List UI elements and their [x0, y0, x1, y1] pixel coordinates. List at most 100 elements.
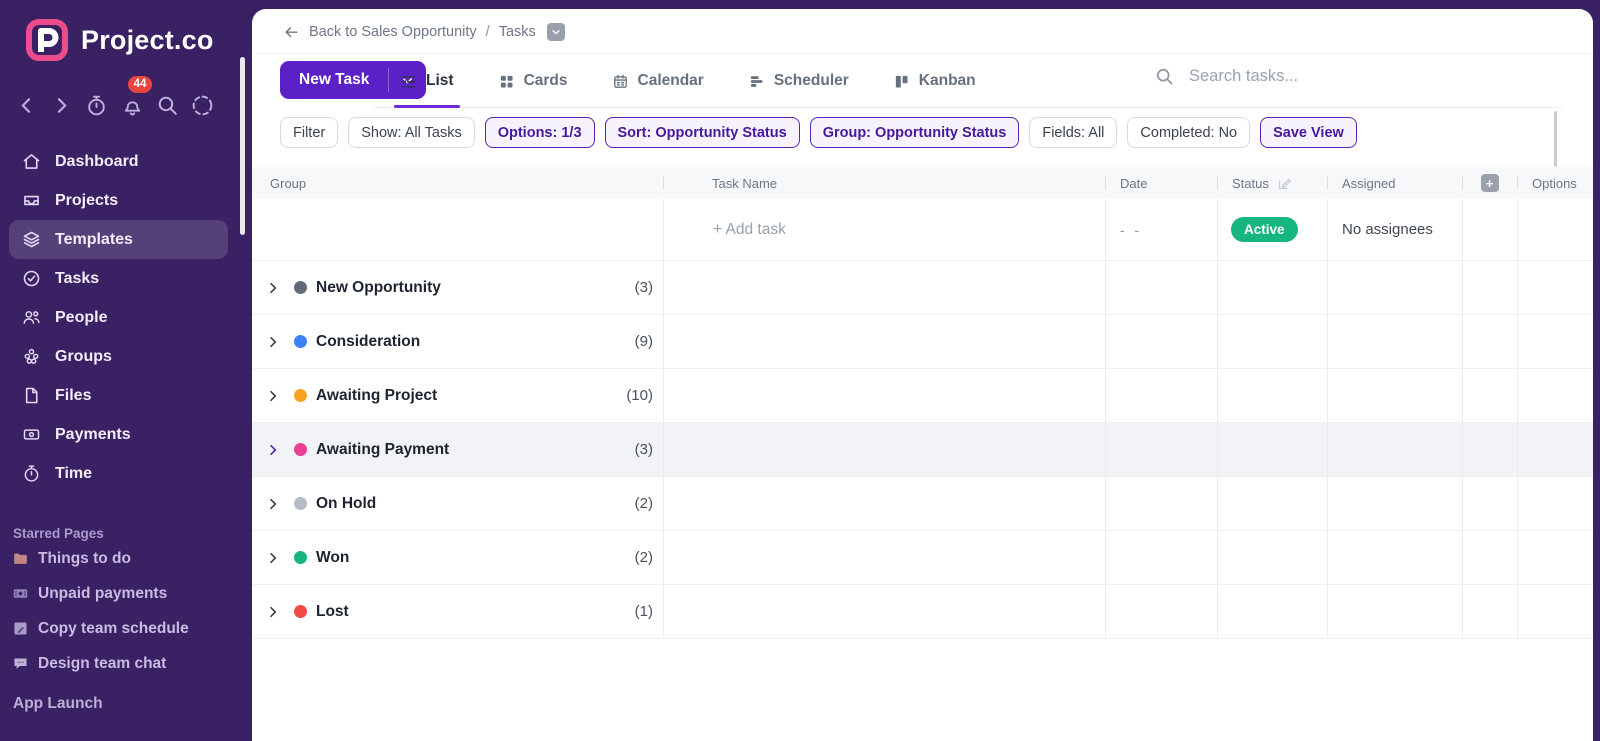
save-view-button[interactable]: Save View [1260, 117, 1357, 148]
group-row-lost[interactable]: Lost (1) [252, 585, 1593, 639]
status-header-label: Status [1232, 176, 1269, 191]
scan-icon[interactable] [190, 93, 215, 118]
vertical-scrollbar[interactable] [1554, 111, 1557, 167]
group-color-dot [294, 443, 307, 456]
expand-chevron-icon[interactable] [265, 334, 281, 350]
starred-item-design-team-chat[interactable]: Design team chat [12, 646, 237, 681]
group-row-new-opportunity[interactable]: New Opportunity (3) [252, 261, 1593, 315]
breadcrumb-back-link[interactable]: Back to Sales Opportunity [309, 24, 477, 40]
expand-chevron-icon[interactable] [265, 442, 281, 458]
layers-icon [21, 229, 42, 250]
column-header-group[interactable]: Group [252, 167, 663, 199]
date-cell [1105, 261, 1217, 315]
search-icon[interactable] [155, 93, 180, 118]
forward-icon[interactable] [49, 93, 74, 118]
expand-chevron-icon[interactable] [265, 550, 281, 566]
sidebar-item-time[interactable]: Time [9, 454, 228, 493]
assigned-cell [1327, 423, 1462, 477]
group-cell[interactable]: Awaiting Project (10) [252, 369, 663, 423]
cluster-icon [21, 346, 42, 367]
task-name-cell [663, 315, 1105, 369]
starred-pages-header: Starred Pages [13, 526, 237, 541]
sidebar-item-projects[interactable]: Projects [9, 181, 228, 220]
expand-chevron-icon[interactable] [265, 388, 281, 404]
tab-cards[interactable]: Cards [498, 54, 568, 108]
group-name: Awaiting Project [316, 387, 437, 405]
group-name: New Opportunity [316, 279, 441, 297]
breadcrumb: Back to Sales Opportunity / Tasks [252, 9, 1593, 54]
timer-icon[interactable] [84, 93, 109, 118]
tab-scheduler[interactable]: Scheduler [748, 54, 849, 108]
sidebar-item-dashboard[interactable]: Dashboard [9, 142, 228, 181]
breadcrumb-dropdown-button[interactable] [547, 23, 565, 41]
column-header-assigned[interactable]: Assigned [1327, 167, 1462, 199]
tab-kanban[interactable]: Kanban [893, 54, 976, 108]
status-cell[interactable]: Active [1217, 199, 1327, 261]
expand-chevron-icon[interactable] [265, 604, 281, 620]
show-chip[interactable]: Show: All Tasks [348, 117, 474, 148]
column-header-options[interactable]: Options [1517, 167, 1593, 199]
home-icon [21, 151, 42, 172]
starred-item-things-to-do[interactable]: Things to do [12, 541, 237, 576]
assigned-cell[interactable]: No assignees [1327, 199, 1462, 261]
group-cell[interactable]: Awaiting Payment (3) [252, 423, 663, 477]
search-input[interactable] [1189, 67, 1529, 86]
sidebar-menu: Dashboard Projects Templates Tasks Peopl… [0, 142, 237, 493]
filter-chip[interactable]: Filter [280, 117, 338, 148]
sidebar-scrollbar[interactable] [240, 57, 245, 235]
add-task-button[interactable]: + Add task [664, 221, 786, 239]
sidebar-item-files[interactable]: Files [9, 376, 228, 415]
group-row-on-hold[interactable]: On Hold (2) [252, 477, 1593, 531]
group-cell[interactable]: Consideration (9) [252, 315, 663, 369]
group-name: Lost [316, 603, 349, 621]
group-row-won[interactable]: Won (2) [252, 531, 1593, 585]
brand-logo-icon [24, 17, 70, 63]
column-header-status[interactable]: Status [1217, 167, 1327, 199]
group-cell[interactable]: Lost (1) [252, 585, 663, 639]
sidebar-item-tasks[interactable]: Tasks [9, 259, 228, 298]
search-tasks [1154, 66, 1562, 87]
tab-list[interactable]: List [400, 54, 454, 108]
tab-calendar[interactable]: Calendar [612, 54, 704, 108]
group-row-consideration[interactable]: Consideration (9) [252, 315, 1593, 369]
group-cell [252, 199, 663, 261]
completed-chip[interactable]: Completed: No [1127, 117, 1250, 148]
starred-item-unpaid-payments[interactable]: Unpaid payments [12, 576, 237, 611]
sidebar-item-people[interactable]: People [9, 298, 228, 337]
options-cell [1517, 369, 1593, 423]
sidebar-item-groups[interactable]: Groups [9, 337, 228, 376]
assigned-cell [1327, 477, 1462, 531]
group-color-dot [294, 281, 307, 294]
group-chip[interactable]: Group: Opportunity Status [810, 117, 1020, 148]
fields-chip[interactable]: Fields: All [1029, 117, 1117, 148]
notifications[interactable]: 44 [120, 93, 145, 118]
bell-icon [120, 93, 145, 118]
back-arrow-icon[interactable] [283, 24, 300, 41]
tray-icon [21, 190, 42, 211]
group-cell[interactable]: Won (2) [252, 531, 663, 585]
sidebar-item-label: Tasks [55, 270, 99, 288]
sort-chip[interactable]: Sort: Opportunity Status [605, 117, 800, 148]
new-task-label[interactable]: New Task [280, 61, 388, 99]
column-header-date[interactable]: Date [1105, 167, 1217, 199]
breadcrumb-current[interactable]: Tasks [499, 24, 536, 40]
sidebar-item-payments[interactable]: Payments [9, 415, 228, 454]
expand-chevron-icon[interactable] [265, 496, 281, 512]
brand[interactable]: Project.co [24, 17, 237, 63]
starred-item-copy-team-schedule[interactable]: Copy team schedule [12, 611, 237, 646]
group-row-awaiting-payment[interactable]: Awaiting Payment (3) [252, 423, 1593, 477]
expand-chevron-icon[interactable] [265, 280, 281, 296]
options-chip[interactable]: Options: 1/3 [485, 117, 595, 148]
group-row-awaiting-project[interactable]: Awaiting Project (10) [252, 369, 1593, 423]
column-header-task-name[interactable]: Task Name [663, 167, 1105, 199]
back-icon[interactable] [14, 93, 39, 118]
group-cell[interactable]: On Hold (2) [252, 477, 663, 531]
group-cell[interactable]: New Opportunity (3) [252, 261, 663, 315]
add-column-button[interactable]: + [1481, 174, 1499, 192]
status-cell [1217, 315, 1327, 369]
edit-icon[interactable] [1277, 176, 1292, 191]
status-badge[interactable]: Active [1231, 217, 1298, 242]
assigned-cell [1327, 261, 1462, 315]
date-cell[interactable]: - - [1105, 199, 1217, 261]
sidebar-item-templates[interactable]: Templates [9, 220, 228, 259]
